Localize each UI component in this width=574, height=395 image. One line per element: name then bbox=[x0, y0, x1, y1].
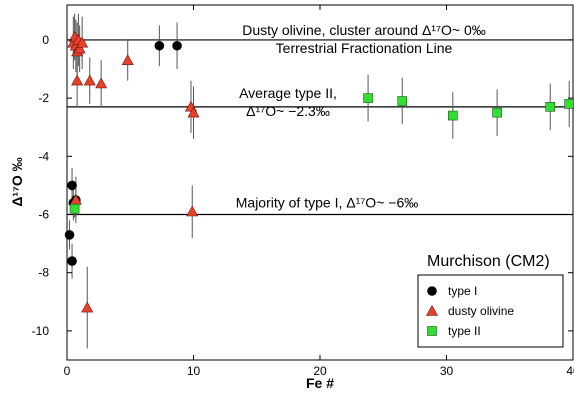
type-ii-point bbox=[363, 93, 373, 103]
type-ii-point bbox=[69, 203, 80, 214]
legend-marker bbox=[425, 304, 439, 316]
dusty-olivine-point bbox=[121, 54, 134, 65]
type-i-point bbox=[67, 180, 77, 191]
type-ii-point bbox=[545, 102, 556, 112]
axis-ticks: 0 10 20 30 40 0 -2 -4 -6 -8 -10 bbox=[32, 5, 574, 378]
x-axis-title: Fe # bbox=[306, 375, 334, 391]
reference-label: Majority of type I, Δ¹⁷O~ −6‰ bbox=[236, 195, 418, 211]
dusty-olivine-point bbox=[186, 205, 199, 217]
type-i-point bbox=[172, 40, 182, 51]
type-i-point bbox=[67, 256, 77, 266]
legend-label: type II bbox=[448, 324, 481, 338]
dusty-olivine-point bbox=[187, 106, 200, 118]
reference-label: Dusty olivine, cluster around Δ¹⁷O~ 0‰ bbox=[242, 22, 486, 38]
type-ii-point bbox=[564, 99, 574, 109]
y-tick-label: -10 bbox=[32, 324, 50, 338]
y-axis-title: Δ¹⁷O ‰ bbox=[9, 157, 25, 206]
legend-marker bbox=[427, 286, 437, 296]
dusty-olivine-point bbox=[73, 42, 86, 54]
legend-label: type I bbox=[448, 284, 477, 298]
legend-label: dusty olivine bbox=[448, 304, 514, 318]
y-tick-label: -4 bbox=[38, 149, 49, 163]
legend-title: Murchison (CM2) bbox=[427, 253, 550, 270]
data-points bbox=[64, 30, 574, 313]
reference-lines: Dusty olivine, cluster around Δ¹⁷O~ 0‰ Te… bbox=[67, 22, 573, 216]
x-tick-label: 30 bbox=[440, 364, 454, 378]
y-tick-label: 0 bbox=[42, 33, 49, 47]
y-tick-label: -8 bbox=[38, 266, 49, 280]
y-tick-label: -6 bbox=[38, 208, 49, 222]
x-tick-label: 20 bbox=[313, 364, 327, 378]
x-tick-label: 40 bbox=[566, 364, 574, 378]
type-i-point bbox=[154, 40, 165, 51]
reference-label-2: Terrestrial Fractionation Line bbox=[276, 40, 453, 56]
reference-label-2: Δ¹⁷O~ −2.3‰ bbox=[246, 103, 330, 119]
type-ii-point bbox=[397, 96, 408, 106]
legend-box bbox=[417, 274, 564, 348]
dusty-olivine-point bbox=[95, 77, 108, 89]
x-tick-label: 10 bbox=[187, 364, 201, 378]
y-tick-label: -2 bbox=[38, 91, 49, 105]
type-i-point bbox=[64, 230, 75, 240]
dusty-olivine-point bbox=[76, 36, 89, 48]
dusty-olivine-point bbox=[81, 301, 94, 313]
type-ii-point bbox=[448, 110, 458, 121]
type-ii-point bbox=[492, 107, 502, 118]
legend-marker bbox=[427, 326, 437, 336]
legend-items: type I dusty olivine type II bbox=[425, 284, 514, 338]
dusty-olivine-point bbox=[71, 74, 84, 86]
x-tick-label: 0 bbox=[64, 364, 71, 378]
dusty-olivine-point bbox=[83, 74, 96, 86]
reference-label: Average type II, bbox=[239, 85, 337, 101]
